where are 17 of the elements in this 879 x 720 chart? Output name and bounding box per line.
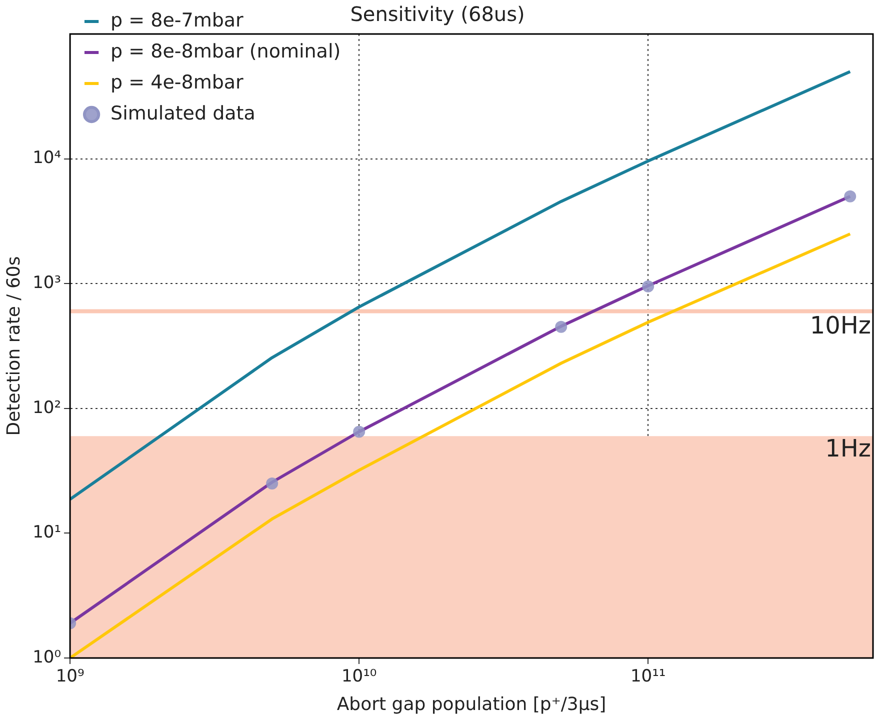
y-tick-label: 10³: [32, 273, 62, 294]
x-tick-label: 10¹⁰: [341, 666, 377, 687]
legend-label: p = 8e-7mbar: [110, 9, 244, 32]
chart-title: Sensitivity (68us): [350, 2, 525, 26]
x-axis-title: Abort gap population [p⁺/3μs]: [336, 694, 606, 715]
y-tick-label: 10¹: [32, 522, 62, 543]
y-tick-label: 10⁴: [32, 148, 62, 168]
y-axis-title: Detection rate / 60s: [3, 256, 24, 436]
ref-line-label: 10Hz: [810, 312, 871, 340]
legend-label: p = 4e-8mbar: [110, 71, 244, 94]
y-tick-label: 10²: [32, 398, 62, 418]
x-tick-label: 10¹¹: [630, 666, 666, 687]
legend-label: Simulated data: [110, 102, 256, 124]
x-tick-label: 10⁹: [56, 666, 84, 687]
band-label: 1Hz: [825, 434, 871, 462]
y-tick-label: 10⁰: [32, 647, 62, 668]
legend-label: p = 8e-8mbar (nominal): [110, 40, 341, 62]
